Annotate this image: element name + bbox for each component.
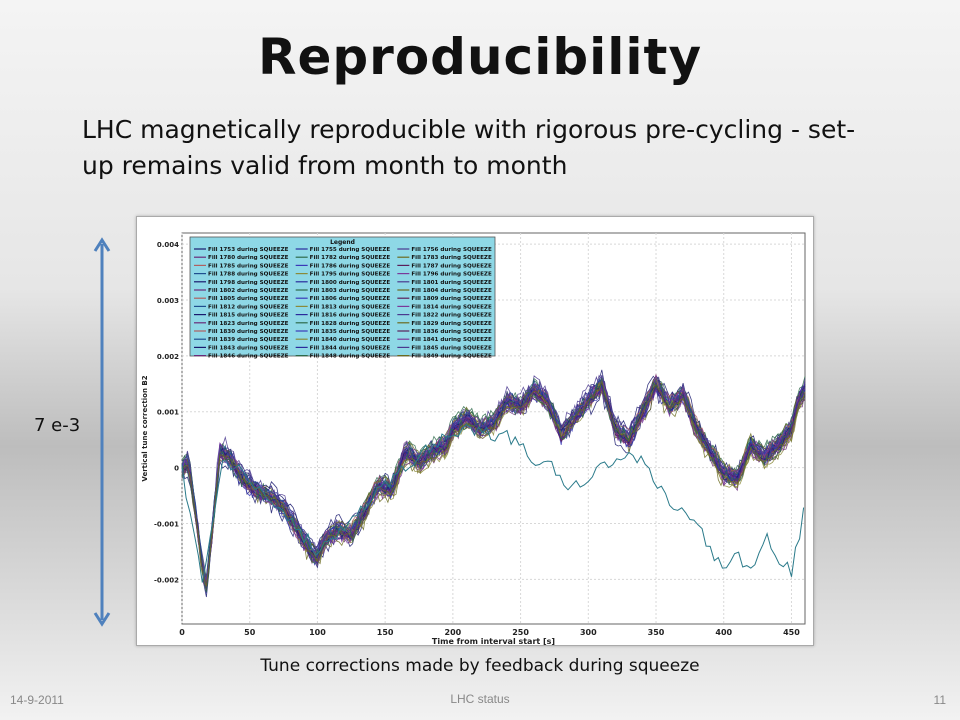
legend-entry: Fill 1806 during SQUEEZE [310, 296, 391, 302]
y-tick-label: -0.002 [154, 576, 179, 584]
legend-entry: Fill 1796 during SQUEEZE [411, 272, 492, 278]
x-tick-label: 100 [309, 628, 326, 637]
legend-entry: Fill 1809 during SQUEEZE [411, 296, 492, 302]
tune-correction-plot: 0 50 100 150 200 250 300 350 400 450 0.004 0.003 0.0… [136, 216, 814, 646]
legend-entry: Fill 1815 during SQUEEZE [208, 313, 289, 319]
y-tick-label: 0 [174, 465, 179, 473]
legend-entry: Fill 1840 during SQUEEZE [310, 337, 391, 343]
legend-entry: Fill 1785 during SQUEEZE [208, 263, 289, 269]
x-tick-label: 350 [648, 628, 665, 637]
vertical-range-arrow [93, 237, 111, 627]
legend-entry: Fill 1803 during SQUEEZE [310, 288, 391, 294]
legend-entry: Fill 1844 during SQUEEZE [310, 345, 391, 351]
legend-entry: Fill 1782 during SQUEEZE [310, 255, 391, 261]
legend-entry: Fill 1835 during SQUEEZE [310, 329, 391, 335]
legend-entry: Fill 1753 during SQUEEZE [208, 247, 289, 253]
legend-entry: Fill 1795 during SQUEEZE [310, 272, 391, 278]
legend-entry: Fill 1805 during SQUEEZE [208, 296, 289, 302]
legend-entry: Fill 1755 during SQUEEZE [310, 247, 391, 253]
range-label: 7 e-3 [34, 415, 81, 436]
legend-entry: Fill 1816 during SQUEEZE [310, 313, 391, 319]
slide-title: Reproducibility [257, 28, 703, 86]
legend-entry: Fill 1813 during SQUEEZE [310, 304, 391, 310]
chart-svg: 0 50 100 150 200 250 300 350 400 450 0.004 0.003 0.0… [141, 232, 806, 646]
plot-caption: Tune corrections made by feedback during… [260, 656, 700, 676]
legend-title: Legend [330, 239, 355, 246]
legend-entry: Fill 1798 during SQUEEZE [208, 280, 289, 286]
footer-date: 14-9-2011 [10, 693, 64, 707]
legend-entry: Fill 1814 during SQUEEZE [411, 304, 492, 310]
legend-entry: Fill 1780 during SQUEEZE [208, 255, 289, 261]
y-tick-label: 0.004 [157, 241, 179, 249]
legend-entry: Fill 1801 during SQUEEZE [411, 280, 492, 286]
legend-entry: Fill 1800 during SQUEEZE [310, 280, 391, 286]
legend-entry: Fill 1788 during SQUEEZE [208, 272, 289, 278]
legend-entry: Fill 1783 during SQUEEZE [411, 255, 492, 261]
legend-entry: Fill 1849 during SQUEEZE [411, 354, 492, 360]
series-line-outlier [181, 423, 805, 583]
footer-title: LHC status [450, 692, 510, 706]
x-axis-label: Time from interval start [s] [432, 637, 555, 645]
legend-entry: Fill 1828 during SQUEEZE [310, 321, 391, 327]
legend-entry: Fill 1829 during SQUEEZE [411, 321, 492, 327]
y-tick-label: -0.001 [154, 520, 179, 528]
series-line-42 [181, 380, 806, 587]
x-tick-label: 400 [715, 628, 732, 637]
legend-entry: Fill 1846 during SQUEEZE [208, 354, 289, 360]
series-line-39 [181, 374, 806, 587]
x-tick-label: 150 [377, 628, 394, 637]
slide-subtitle: LHC magnetically reproducible with rigor… [82, 115, 856, 180]
y-tick-label: 0.001 [157, 409, 179, 417]
legend-entry: Fill 1756 during SQUEEZE [411, 247, 492, 253]
page-number: 11 [933, 693, 946, 707]
legend-entry: Fill 1845 during SQUEEZE [411, 345, 492, 351]
legend-entry: Fill 1836 during SQUEEZE [411, 329, 492, 335]
legend-entry: Fill 1786 during SQUEEZE [310, 263, 391, 269]
legend-entry: Fill 1841 during SQUEEZE [411, 337, 492, 343]
y-tick-label: 0.003 [157, 297, 179, 305]
legend-entry: Fill 1848 during SQUEEZE [310, 354, 391, 360]
legend-entry: Fill 1787 during SQUEEZE [411, 263, 492, 269]
y-axis-label: Vertical tune correction B2 [141, 375, 149, 481]
x-tick-label: 450 [783, 628, 800, 637]
x-tick-label: 0 [179, 628, 185, 637]
legend-entry: Fill 1802 during SQUEEZE [208, 288, 289, 294]
y-tick-label: 0.002 [157, 353, 179, 361]
series-line-36 [181, 373, 806, 581]
legend-box [189, 236, 496, 357]
series-group [181, 369, 806, 598]
x-tick-label: 250 [512, 628, 529, 637]
legend-entry: Fill 1843 during SQUEEZE [208, 345, 289, 351]
legend-entry: Fill 1822 during SQUEEZE [411, 313, 492, 319]
x-tick-label: 300 [580, 628, 597, 637]
legend-entry: Fill 1812 during SQUEEZE [208, 304, 289, 310]
legend-entry: Fill 1804 during SQUEEZE [411, 288, 492, 294]
legend-entry: Fill 1839 during SQUEEZE [208, 337, 289, 343]
legend-entry: Fill 1830 during SQUEEZE [208, 329, 289, 335]
x-tick-label: 50 [244, 628, 256, 637]
x-tick-label: 200 [445, 628, 462, 637]
legend-entry: Fill 1823 during SQUEEZE [208, 321, 289, 327]
